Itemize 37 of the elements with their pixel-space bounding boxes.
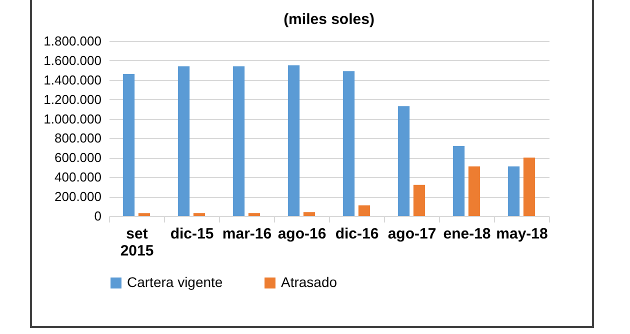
x-tick-label: ene-18 [443,226,491,242]
x-tick-label: ago-17 [388,226,436,242]
y-tick-label: 800.000 [54,130,102,146]
y-tick-label: 1.600.000 [44,52,102,68]
bar [122,74,135,216]
y-tick-label: 1.800.000 [44,34,102,48]
bar [358,205,370,216]
y-tick-label: 400.000 [54,170,102,185]
x-tick-label: set 2015 [120,226,154,260]
bar [452,146,465,216]
bar [303,212,316,216]
legend-label: Cartera vigente [127,274,223,290]
x-tick-label: dic-16 [335,226,379,242]
bar [413,184,426,216]
y-tick-label: 1.400.000 [44,72,102,88]
bar [288,65,300,216]
bar [508,166,520,216]
y-tick-label: 1.200.000 [44,92,102,107]
y-tick-label: 200.000 [54,189,102,204]
bar [523,158,536,216]
y-tick-label: 0 [94,208,102,224]
x-tick-label: ago-16 [278,226,326,242]
chart-title: (miles soles) [284,11,374,28]
x-tick-label: may-18 [496,226,548,242]
x-tick-label: dic-15 [170,226,214,242]
legend-label: Atrasado [281,274,338,290]
bar [248,213,260,216]
y-tick-label: 1.000.000 [44,111,102,126]
bar [468,166,480,216]
bar [398,106,410,216]
x-tick-label: mar-16 [222,226,272,242]
bar [193,213,206,216]
y-tick-label: 600.000 [54,150,102,166]
bar [178,66,190,216]
bar [138,213,150,216]
bar [232,66,245,216]
bar [342,71,355,216]
